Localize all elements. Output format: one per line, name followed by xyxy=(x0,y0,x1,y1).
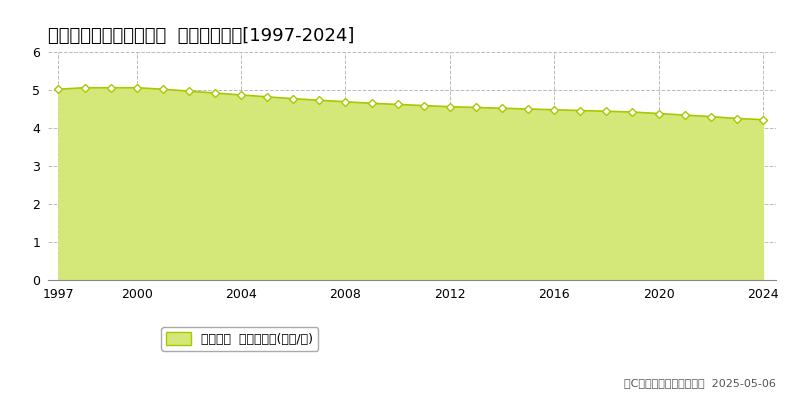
Text: （C）土地価格ドットコム  2025-05-06: （C）土地価格ドットコム 2025-05-06 xyxy=(624,378,776,388)
Legend: 基準地価  平均坪単価(万円/坪): 基準地価 平均坪単価(万円/坪) xyxy=(162,327,318,351)
Text: 東彼杞郡川棚町五反田郷  基準地価推移[1997-2024]: 東彼杞郡川棚町五反田郷 基準地価推移[1997-2024] xyxy=(48,27,354,45)
